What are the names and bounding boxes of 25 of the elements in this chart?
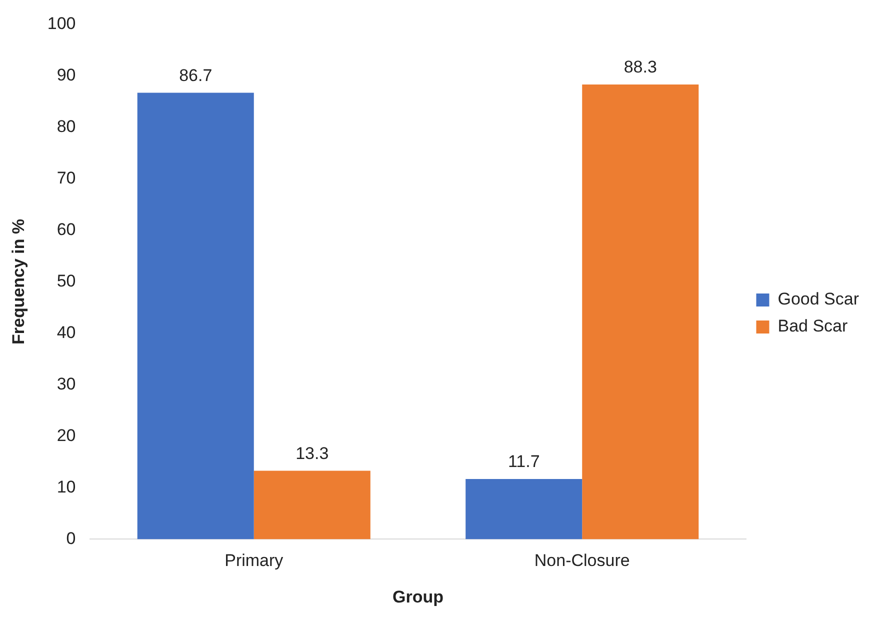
y-tick-label: 0 <box>66 528 76 548</box>
y-tick-label: 40 <box>56 322 76 342</box>
y-tick-label: 10 <box>56 477 76 496</box>
x-tick-label: Primary <box>224 551 284 570</box>
y-tick-label: 90 <box>56 65 76 84</box>
legend-label: Good Scar <box>778 290 860 309</box>
data-label: 13.3 <box>296 444 329 463</box>
y-tick-label: 30 <box>56 374 76 394</box>
bar <box>137 92 254 540</box>
bar <box>582 84 699 540</box>
bar <box>466 478 582 540</box>
y-tick-label: 70 <box>56 168 76 188</box>
data-label: 11.7 <box>508 452 540 472</box>
y-tick-label: 100 <box>47 14 76 33</box>
x-axis-title: Group <box>392 587 444 606</box>
x-tick-label: Non-Closure <box>534 551 630 570</box>
legend-label: Bad Scar <box>778 316 848 336</box>
y-tick-label: 80 <box>56 116 76 136</box>
data-label: 86.7 <box>179 66 212 85</box>
bar <box>254 470 370 540</box>
y-tick-label: 20 <box>56 426 76 445</box>
y-tick-label: 50 <box>56 271 76 290</box>
y-axis-title: Frequency in % <box>8 218 28 345</box>
data-label: 88.3 <box>624 58 657 77</box>
y-tick-label: 60 <box>56 220 76 239</box>
